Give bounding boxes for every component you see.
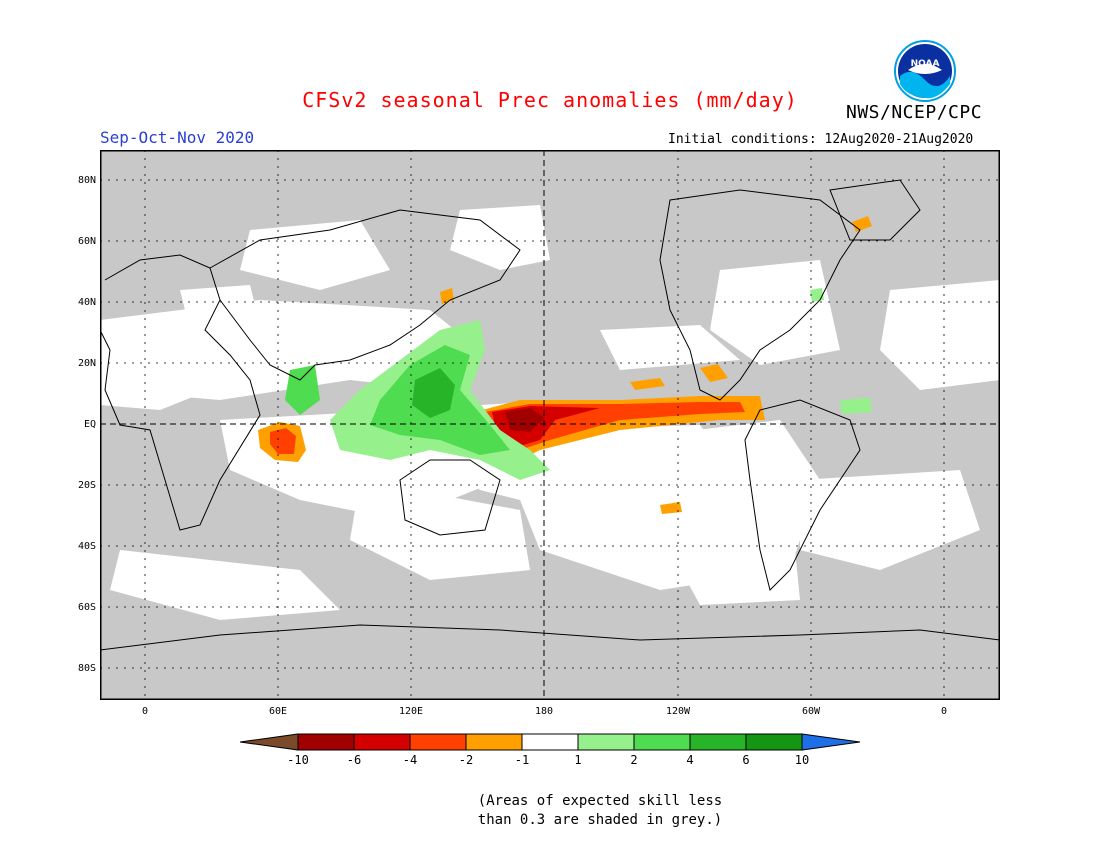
lon-label-0-east: 0: [940, 706, 948, 717]
lat-label-eq: EQ: [83, 419, 96, 430]
colorbar-tick-label: -10: [287, 753, 309, 767]
equator-dateline: [100, 150, 1000, 700]
colorbar-cell-below-min: [240, 733, 299, 751]
colorbar: [240, 733, 860, 751]
lat-label-40s: 40S: [77, 541, 96, 552]
mexico-orange: [700, 364, 728, 382]
precip-anomaly-map: [100, 150, 1000, 700]
lon-label-120e: 120E: [398, 706, 424, 717]
dry-anomaly-areas: [258, 216, 872, 514]
colorbar-tick-label: 4: [686, 753, 694, 767]
colorbar-cell: [297, 733, 355, 751]
amazon-light-green: [840, 398, 872, 414]
lat-label-80n: 80N: [77, 175, 96, 186]
lat-label-40n: 40N: [77, 297, 96, 308]
noaa-logo: NOAA: [894, 40, 956, 102]
lon-label-60e: 60E: [268, 706, 288, 717]
indian-ocean-red: [270, 428, 296, 454]
caribbean-orange: [630, 378, 665, 390]
colorbar-cell: [465, 733, 523, 751]
colorbar-cell: [633, 733, 691, 751]
coastlines: [100, 179, 1000, 651]
chart-title: CFSv2 seasonal Prec anomalies (mm/day): [302, 88, 798, 112]
footnote-line-1: (Areas of expected skill less: [477, 793, 723, 809]
colorbar-cell: [521, 733, 579, 751]
lat-label-60s: 60S: [77, 602, 96, 613]
bay-of-bengal-green: [285, 365, 320, 415]
central-pacific-darkred: [505, 408, 545, 432]
colorbar-cell: [409, 733, 467, 751]
colorbar-tick-label: 1: [574, 753, 582, 767]
agency-label: NWS/NCEP/CPC: [846, 102, 983, 123]
colorbar-cell: [577, 733, 635, 751]
footnote-line-2: than 0.3 are shaded in grey.): [477, 812, 723, 828]
colorbar-cell: [353, 733, 411, 751]
lat-label-60n: 60N: [77, 236, 96, 247]
map-frame: [100, 150, 1000, 700]
colorbar-tick-label: -2: [458, 753, 474, 767]
lon-label-60w: 60W: [801, 706, 821, 717]
colorbar-cell: [745, 733, 803, 751]
maritime-continent-mid-green: [412, 368, 455, 418]
lat-label-20n: 20N: [77, 358, 96, 369]
lat-label-20s: 20S: [77, 480, 96, 491]
colorbar-cell-above-max: [801, 733, 860, 751]
colorbar-tick-label: 10: [794, 753, 810, 767]
colorbar-tick-label: -6: [346, 753, 362, 767]
wet-anomaly-areas: [285, 288, 872, 480]
colorbar-tick-label: 2: [630, 753, 638, 767]
lon-label-0: 0: [141, 706, 149, 717]
colorbar-tick-label: 6: [742, 753, 750, 767]
colorbar-cell: [689, 733, 747, 751]
initial-conditions-label: Initial conditions: 12Aug2020-21Aug2020: [668, 132, 974, 147]
lon-label-180: 180: [534, 706, 554, 717]
colorbar-tick-label: -1: [514, 753, 530, 767]
lat-label-80s: 80S: [77, 663, 96, 674]
colorbar-tick-label: -4: [402, 753, 418, 767]
lon-label-120w: 120W: [665, 706, 691, 717]
south-pacific-orange: [660, 502, 682, 514]
skill-footnote: (Areas of expected skill less than 0.3 a…: [440, 792, 760, 830]
noaa-logo-text: NOAA: [911, 59, 940, 69]
east-us-light-green: [810, 288, 824, 302]
season-label: Sep-Oct-Nov 2020: [100, 128, 255, 147]
graticule: [100, 150, 1000, 700]
